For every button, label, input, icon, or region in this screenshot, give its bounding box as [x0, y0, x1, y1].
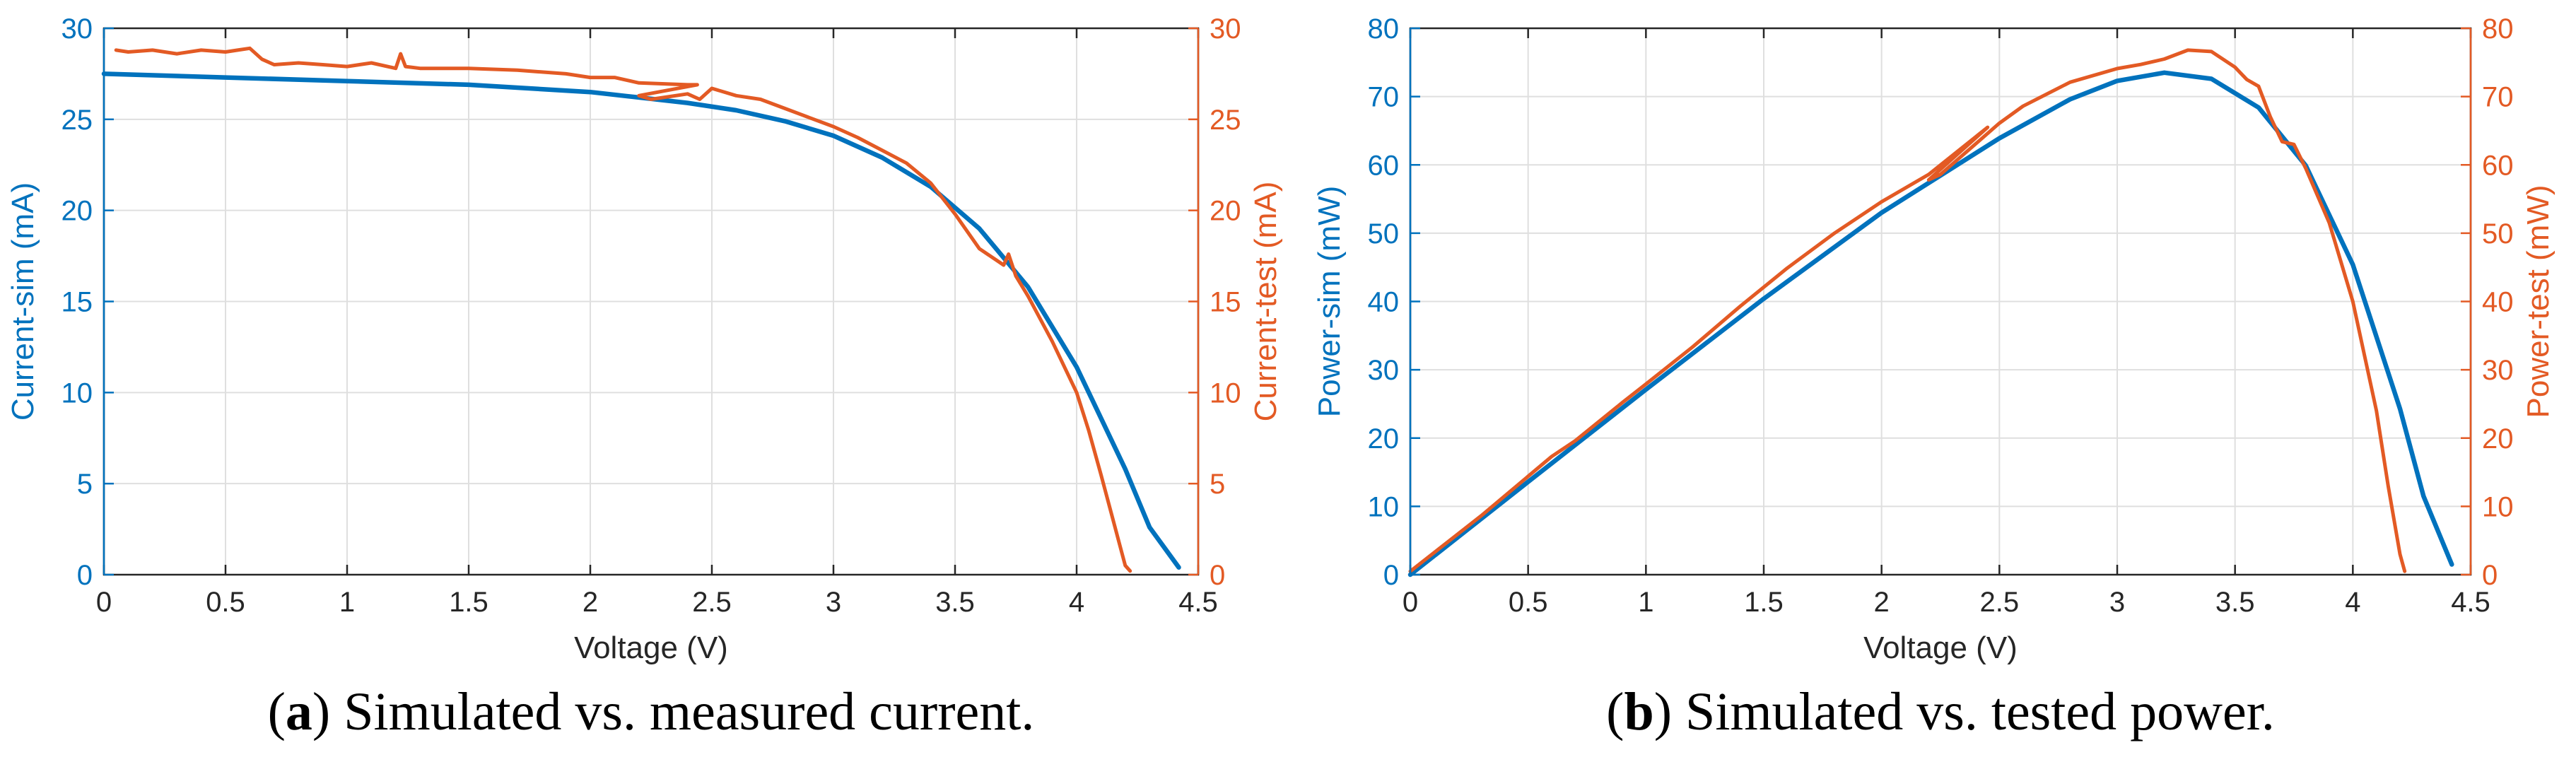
panel-b-y-tick-label-left: 60 — [1368, 150, 1400, 181]
panel-a-x-tick-label: 4.5 — [1178, 587, 1218, 618]
panel-a-y-tick-label-left: 15 — [62, 287, 93, 318]
panel-a-series — [101, 46, 1181, 573]
panel-b-x-tick-label: 0.5 — [1509, 587, 1548, 618]
panel-a-y-tick-label-right: 25 — [1210, 105, 1241, 136]
panel-a-x-tick-label: 1.5 — [449, 587, 488, 618]
panel-b-x-ticks: 0 0.5 1 1.5 2 2.5 3 3.5 4 4.5 — [1403, 28, 2490, 618]
panel-a-series-test — [114, 46, 1132, 573]
panel-a-x-tick-label: 2 — [582, 587, 598, 618]
panel-a-x-tick-label: 4 — [1069, 587, 1084, 618]
panel-a-x-tick-label: 3 — [826, 587, 841, 618]
panel-b-y-tick-label-right: 70 — [2482, 82, 2514, 113]
panel-a-y-tick-label-right: 0 — [1210, 560, 1225, 591]
panel-a-y-ticks-left: 0 5 10 15 20 25 30 — [62, 13, 114, 591]
panel-b-y-axis-title-left: Power-sim (mW) — [1312, 186, 1347, 418]
panel-a-x-tick-label: 1 — [339, 587, 355, 618]
panel-a-y-tick-label-left: 30 — [62, 13, 93, 45]
panel-a-y-tick-label-right: 15 — [1210, 287, 1241, 318]
panel-b-caption-letter: b — [1624, 682, 1653, 742]
panel-b-x-tick-label: 2 — [1874, 587, 1890, 618]
panel-b-y-tick-label-right: 30 — [2482, 355, 2514, 386]
panel-b: 0 0.5 1 1.5 2 2.5 3 3.5 4 4.5 0 10 20 30 40 50 60 70 80 0… — [1312, 13, 2555, 742]
panel-b-x-tick-label: 4 — [2345, 587, 2360, 618]
panel-b-x-tick-label: 1.5 — [1744, 587, 1784, 618]
panel-a-caption-text: ) Simulated vs. measured current. — [312, 682, 1034, 742]
panel-b-y-tick-label-left: 20 — [1368, 423, 1400, 455]
panel-a-x-tick-label: 0 — [96, 587, 112, 618]
panel-b-caption: (b) Simulated vs. tested power. — [1606, 682, 2275, 742]
panel-a-caption-open: ( — [268, 682, 286, 742]
panel-a-caption: (a) Simulated vs. measured current. — [268, 682, 1035, 742]
panel-b-y-tick-label-left: 30 — [1368, 355, 1400, 386]
panel-a-x-axis-title: Voltage (V) — [574, 631, 728, 665]
panel-a-y-tick-label-left: 0 — [77, 560, 93, 591]
panel-b-x-tick-label: 2.5 — [1980, 587, 2020, 618]
panel-b-series-sim — [1407, 70, 2454, 578]
panel-a-y-axis-title-left: Current-sim (mA) — [6, 182, 40, 421]
panel-b-y-tick-label-left: 0 — [1383, 560, 1399, 591]
panel-b-y-tick-label-left: 40 — [1368, 287, 1400, 318]
panel-a: 0 0.5 1 1.5 2 2.5 3 3.5 4 4.5 0 5 10 15 20 25 30 0 5 10 15… — [6, 13, 1283, 742]
panel-b-y-tick-label-right: 80 — [2482, 13, 2514, 45]
panel-b-y-tick-label-left: 10 — [1368, 491, 1400, 522]
panel-a-y-axis-title-right: Current-test (mA) — [1248, 182, 1283, 422]
panel-b-caption-text: ) Simulated vs. tested power. — [1654, 682, 2275, 742]
panel-b-y-tick-label-left: 80 — [1368, 13, 1400, 45]
panel-a-x-tick-label: 0.5 — [206, 587, 245, 618]
panel-b-y-tick-label-right: 10 — [2482, 491, 2514, 522]
panel-a-y-tick-label-right: 5 — [1210, 469, 1225, 500]
panel-b-series-test — [1408, 48, 2407, 573]
panel-b-y-axis-title-right: Power-test (mW) — [2521, 185, 2555, 418]
panel-a-y-tick-label-left: 10 — [62, 377, 93, 409]
panel-a-x-ticks: 0 0.5 1 1.5 2 2.5 3 3.5 4 4.5 — [96, 28, 1218, 618]
panel-b-y-tick-label-left: 50 — [1368, 218, 1400, 250]
panel-b-y-ticks-right: 0 10 20 30 40 50 60 70 80 — [2461, 13, 2514, 591]
panel-b-y-tick-label-right: 40 — [2482, 287, 2514, 318]
panel-b-x-tick-label: 3.5 — [2215, 587, 2255, 618]
panel-b-y-tick-label-left: 70 — [1368, 82, 1400, 113]
panel-b-x-axis-title: Voltage (V) — [1863, 631, 2018, 665]
panel-a-series-sim — [101, 71, 1181, 570]
panel-b-y-ticks-left: 0 10 20 30 40 50 60 70 80 — [1368, 13, 1420, 591]
panel-b-series — [1407, 48, 2454, 578]
panel-b-y-tick-label-right: 50 — [2482, 218, 2514, 250]
panel-a-y-tick-label-left: 25 — [62, 105, 93, 136]
panel-b-x-tick-label: 0 — [1403, 587, 1418, 618]
panel-b-grid — [1410, 28, 2471, 575]
panel-a-caption-letter: a — [286, 682, 312, 742]
panel-a-y-tick-label-right: 10 — [1210, 377, 1241, 409]
panel-a-y-tick-label-left: 5 — [77, 469, 93, 500]
panel-a-x-tick-label: 3.5 — [935, 587, 975, 618]
panel-b-caption-open: ( — [1606, 682, 1624, 742]
panel-b-y-tick-label-right: 60 — [2482, 150, 2514, 181]
panel-a-y-tick-label-right: 30 — [1210, 13, 1241, 45]
panel-b-y-tick-label-right: 20 — [2482, 423, 2514, 455]
panel-b-x-tick-label: 1 — [1638, 587, 1653, 618]
panel-b-x-tick-label: 4.5 — [2451, 587, 2490, 618]
panel-a-y-ticks-right: 0 5 10 15 20 25 30 — [1188, 13, 1241, 591]
panel-b-x-tick-label: 3 — [2109, 587, 2125, 618]
panel-a-y-tick-label-left: 20 — [62, 196, 93, 227]
panel-a-x-tick-label: 2.5 — [692, 587, 732, 618]
panel-a-grid — [103, 28, 1199, 575]
panel-a-y-tick-label-right: 20 — [1210, 196, 1241, 227]
panel-b-y-tick-label-right: 0 — [2482, 560, 2498, 591]
